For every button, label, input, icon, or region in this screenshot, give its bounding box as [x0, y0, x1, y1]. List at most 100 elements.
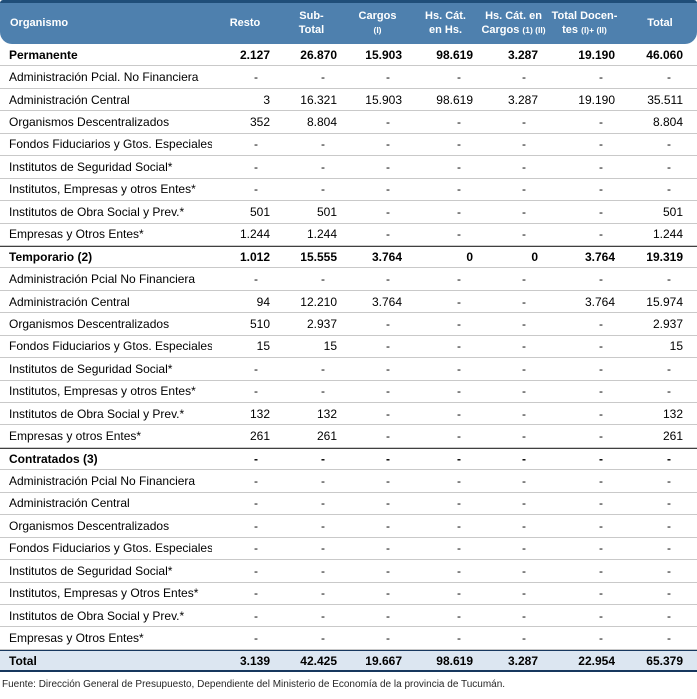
- cell-value: 15.555: [300, 250, 337, 265]
- cell-value: -: [386, 452, 390, 467]
- cell-value: -: [667, 70, 671, 85]
- cell-value: -: [386, 518, 390, 533]
- cell-value: -: [457, 361, 461, 376]
- cell-value: 15: [669, 339, 683, 354]
- table-header: Organismo Resto Sub- Total Cargos (I) Hs. Cát.…: [0, 0, 697, 44]
- cell-value: 46.060: [646, 47, 683, 62]
- cell-value: 2.937: [306, 316, 337, 331]
- cell-value: -: [386, 563, 390, 578]
- cell-value: 3.764: [584, 294, 615, 309]
- cell-value: -: [522, 563, 526, 578]
- cell-value: -: [522, 429, 526, 444]
- row-label: Empresas y Otros Entes*: [9, 227, 144, 242]
- cell-value: 0: [466, 250, 473, 265]
- cell-value: -: [522, 204, 526, 219]
- cell-value: -: [254, 159, 258, 174]
- cell-value: -: [522, 182, 526, 197]
- table-row: Empresas y otros Entes* 261 261 - - - - 261: [0, 425, 697, 448]
- column-header-subline: tes (I)+ (II): [562, 24, 607, 37]
- table-row: Organismos Descentralizados 510 2.937 - - - - 2…: [0, 313, 697, 336]
- cell-value: -: [457, 631, 461, 646]
- cell-value: -: [522, 361, 526, 376]
- total-row: Total 3.139 42.425 19.667 98.619 3.287 22.954 6…: [0, 649, 697, 673]
- cell-value: 0: [531, 250, 538, 265]
- column-header-label: Hs. Cát. en: [485, 10, 542, 23]
- cell-value: -: [386, 406, 390, 421]
- cell-value: -: [321, 361, 325, 376]
- cell-value: -: [321, 159, 325, 174]
- cell-value: -: [386, 429, 390, 444]
- cell-value: -: [321, 518, 325, 533]
- cell-value: -: [522, 272, 526, 287]
- cell-value: -: [321, 541, 325, 556]
- cell-value: 19.667: [365, 653, 402, 668]
- cell-value: 15.974: [646, 294, 683, 309]
- cell-value: 15: [256, 339, 270, 354]
- cell-value: 501: [249, 204, 270, 219]
- cell-value: -: [599, 159, 603, 174]
- cell-value: -: [522, 115, 526, 130]
- cell-value: -: [321, 563, 325, 578]
- cell-value: -: [321, 474, 325, 489]
- cell-value: -: [386, 496, 390, 511]
- cell-value: 3.764: [371, 250, 402, 265]
- cell-value: -: [386, 115, 390, 130]
- table-row: Administración Central 94 12.210 3.764 - - 3.7…: [0, 291, 697, 314]
- column-header-subline: Cargos (1) (II): [481, 24, 545, 37]
- table-row: Institutos de Obra Social y Prev.* 501 501…: [0, 201, 697, 224]
- section-row: Temporario (2) 1.012 15.555 3.764 0 0 3.764 19.…: [0, 245, 697, 269]
- cell-value: -: [667, 272, 671, 287]
- cell-value: 98.619: [436, 92, 473, 107]
- cell-value: -: [321, 452, 325, 467]
- cell-value: 8.804: [306, 115, 337, 130]
- cell-value: 8.804: [652, 115, 683, 130]
- cell-value: -: [667, 586, 671, 601]
- cell-value: -: [667, 182, 671, 197]
- cell-value: -: [254, 608, 258, 623]
- column-header-label: Sub-: [299, 10, 324, 23]
- column-header-total-docentes: Total Docen-tes (I)+ (II): [546, 3, 623, 44]
- cell-value: -: [599, 608, 603, 623]
- column-header-note: (1) (II): [522, 24, 546, 35]
- table-row: Institutos, Empresas y otros Entes* - - - - -…: [0, 179, 697, 202]
- cell-value: 15: [323, 339, 337, 354]
- cell-value: -: [386, 586, 390, 601]
- cell-value: -: [599, 227, 603, 242]
- cell-value: -: [599, 474, 603, 489]
- column-header-label: Cargos: [358, 10, 397, 23]
- cell-value: 3.764: [584, 250, 615, 265]
- row-label: Institutos de Seguridad Social*: [9, 361, 173, 376]
- cell-value: -: [667, 137, 671, 152]
- cell-value: -: [457, 204, 461, 219]
- cell-value: 3.764: [371, 294, 402, 309]
- cell-value: -: [599, 518, 603, 533]
- cell-value: -: [599, 429, 603, 444]
- cell-value: -: [457, 406, 461, 421]
- table-row: Institutos de Obra Social y Prev.* 132 132…: [0, 403, 697, 426]
- cell-value: -: [457, 137, 461, 152]
- cell-value: 15.903: [365, 92, 402, 107]
- cell-value: 501: [662, 204, 683, 219]
- cell-value: 352: [249, 115, 270, 130]
- cell-value: -: [386, 204, 390, 219]
- cell-value: 261: [249, 429, 270, 444]
- column-header-label: tes: [562, 23, 582, 36]
- row-label: Administración Pcial No Financiera: [9, 272, 196, 287]
- row-label: Institutos de Seguridad Social*: [9, 159, 173, 174]
- cell-value: -: [457, 227, 461, 242]
- cell-value: -: [667, 563, 671, 578]
- table-row: Fondos Fiduciarios y Gtos. Especiales - - -…: [0, 134, 697, 157]
- cell-value: 15.903: [365, 47, 402, 62]
- row-label: Institutos de Obra Social y Prev.*: [9, 204, 185, 219]
- cell-value: -: [386, 316, 390, 331]
- cell-value: 1.244: [306, 227, 337, 242]
- row-label: Administración Pcial. No Financiera: [9, 70, 199, 85]
- cell-value: -: [457, 182, 461, 197]
- column-header-hs-cat-en-hs: Hs. Cát. en Hs.: [410, 3, 481, 44]
- row-label: Institutos de Obra Social y Prev.*: [9, 406, 185, 421]
- cell-value: -: [599, 361, 603, 376]
- cell-value: -: [667, 384, 671, 399]
- cell-value: -: [386, 182, 390, 197]
- cell-value: 1.012: [239, 250, 270, 265]
- cell-value: -: [457, 452, 461, 467]
